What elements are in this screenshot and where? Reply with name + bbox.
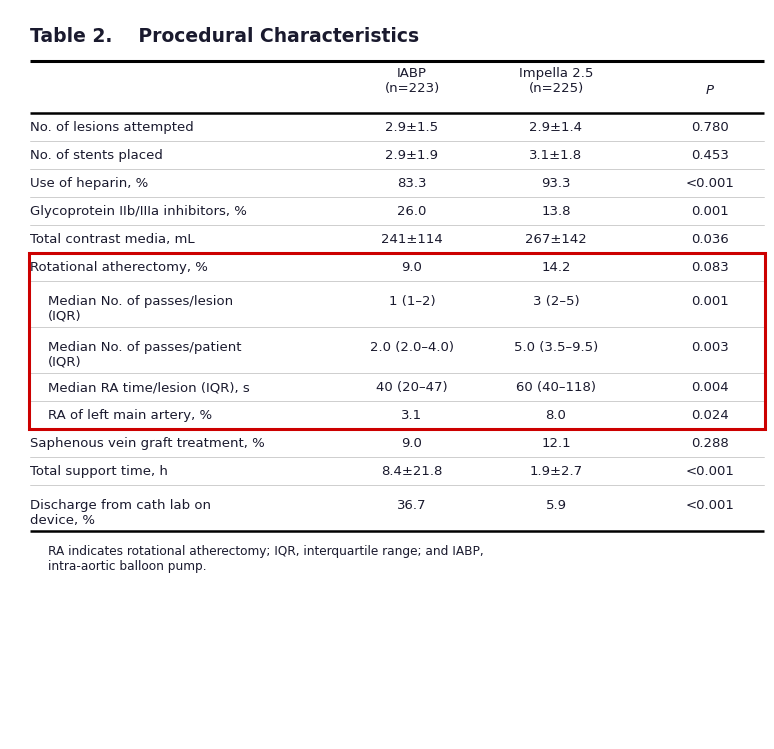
Text: Use of heparin, %: Use of heparin, % [30,178,149,190]
Text: 0.004: 0.004 [691,381,729,395]
Text: No. of lesions attempted: No. of lesions attempted [30,121,194,134]
Text: Median No. of passes/patient
(IQR): Median No. of passes/patient (IQR) [48,341,241,369]
Text: RA of left main artery, %: RA of left main artery, % [48,410,212,422]
Text: P: P [706,84,714,97]
Text: 93.3: 93.3 [541,178,570,190]
Text: 267±142: 267±142 [525,234,587,246]
Text: 0.001: 0.001 [691,295,729,308]
Text: 1.9±2.7: 1.9±2.7 [529,465,583,479]
Text: 2.9±1.9: 2.9±1.9 [385,149,439,163]
Text: 9.0: 9.0 [402,437,423,450]
Text: Median RA time/lesion (IQR), s: Median RA time/lesion (IQR), s [48,381,250,395]
Text: 5.0 (3.5–9.5): 5.0 (3.5–9.5) [514,341,598,354]
Text: 0.453: 0.453 [691,149,729,163]
Text: 0.003: 0.003 [691,341,729,354]
Text: 12.1: 12.1 [541,437,570,450]
Text: 3.1: 3.1 [402,410,423,422]
Text: 2.9±1.4: 2.9±1.4 [529,121,583,134]
Text: No. of stents placed: No. of stents placed [30,149,163,163]
Text: <0.001: <0.001 [686,465,735,479]
Text: 241±114: 241±114 [381,234,443,246]
Text: 2.9±1.5: 2.9±1.5 [385,121,439,134]
Text: Total support time, h: Total support time, h [30,465,168,479]
Text: Table 2.    Procedural Characteristics: Table 2. Procedural Characteristics [30,27,420,46]
Text: Rotational atherectomy, %: Rotational atherectomy, % [30,261,208,274]
Text: 8.0: 8.0 [546,410,567,422]
Text: Median No. of passes/lesion
(IQR): Median No. of passes/lesion (IQR) [48,295,233,323]
Text: 36.7: 36.7 [397,499,426,512]
Text: 8.4±21.8: 8.4±21.8 [382,465,443,479]
Text: 2.0 (2.0–4.0): 2.0 (2.0–4.0) [370,341,454,354]
Text: 14.2: 14.2 [541,261,570,274]
Text: 0.001: 0.001 [691,205,729,219]
Text: Saphenous vein graft treatment, %: Saphenous vein graft treatment, % [30,437,265,450]
Text: 3.1±1.8: 3.1±1.8 [529,149,583,163]
Text: 83.3: 83.3 [397,178,426,190]
Bar [29,253,765,429]
Text: <0.001: <0.001 [686,499,735,512]
Text: Impella 2.5
(n=225): Impella 2.5 (n=225) [519,67,593,95]
Text: 40 (20–47): 40 (20–47) [376,381,448,395]
Text: Glycoprotein IIb/IIIa inhibitors, %: Glycoprotein IIb/IIIa inhibitors, % [30,205,247,219]
Text: 60 (40–118): 60 (40–118) [516,381,596,395]
Text: Discharge from cath lab on
device, %: Discharge from cath lab on device, % [30,499,211,527]
Text: 9.0: 9.0 [402,261,423,274]
Text: 5.9: 5.9 [546,499,567,512]
Text: 13.8: 13.8 [541,205,570,219]
Text: Total contrast media, mL: Total contrast media, mL [30,234,194,246]
Text: 0.780: 0.780 [691,121,729,134]
Text: 0.024: 0.024 [691,410,729,422]
Text: IABP
(n=223): IABP (n=223) [385,67,440,95]
Text: 1 (1–2): 1 (1–2) [389,295,435,308]
Text: <0.001: <0.001 [686,178,735,190]
Text: 0.036: 0.036 [691,234,729,246]
Text: 0.083: 0.083 [691,261,729,274]
Text: 3 (2–5): 3 (2–5) [533,295,579,308]
Text: 0.288: 0.288 [691,437,729,450]
Text: RA indicates rotational atherectomy; IQR, interquartile range; and IABP,
intra-a: RA indicates rotational atherectomy; IQR… [48,545,484,573]
Text: 26.0: 26.0 [397,205,426,219]
